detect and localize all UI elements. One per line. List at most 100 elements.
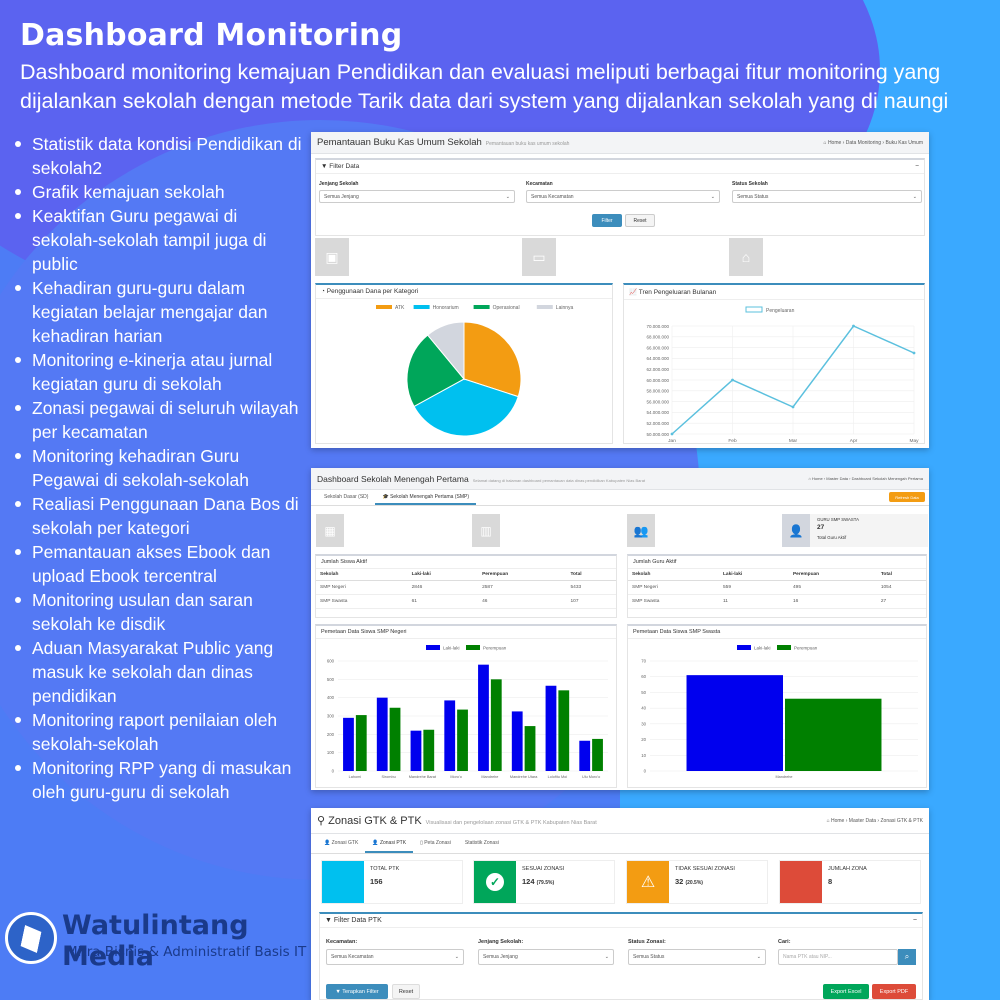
legend-swatch [376,305,392,309]
legend-label: Laki-laki [443,646,460,651]
kecamatan-select[interactable]: Semua Kecamatan ⌄ [526,190,720,203]
x-tick-label: Mar [789,438,798,444]
filter-status: Status Sekolah Semua Status ⌄ [732,181,922,203]
feature-item: Monitoring RPP yang di masukan oleh guru… [12,756,302,804]
check-icon: ✓ [486,873,504,891]
chart-title: Pemetaan Data Siswa SMP Swasta [628,626,926,639]
y-tick-label: 66.000.000 [646,345,669,350]
table-cell: 559 [719,580,789,595]
filter-kecamatan: Kecamatan: Semua Kecamatan ⌄ [326,939,464,965]
kecamatan-select[interactable]: Semua Kecamatan ⌄ [326,949,464,965]
jenjang-select[interactable]: Semua Jenjang ⌄ [319,190,515,203]
stat-card-sesuai-zonasi: ✓ SESUAI ZONASI 124 (79.5%) [473,860,615,904]
bar-chart-swasta: Laki-laki Perempuan 0 10 20 30 40 50 60 70 Mandreh… [641,645,918,779]
filter-icon: ▼ [335,988,341,995]
tab-statistik-zonasi[interactable]: Statistik Zonasi [464,840,499,846]
feature-item: Statistik data kondisi Pendidikan di sek… [12,132,302,180]
y-tick-label: 52.000.000 [646,421,669,426]
breadcrumb-master-data[interactable]: Master Data [848,817,877,824]
y-tick-label: 64.000.000 [646,356,669,361]
breadcrumb-master-data[interactable]: Master Data [826,476,849,481]
breadcrumb-home[interactable]: Home [831,817,845,824]
money-icon: ▣ [315,238,349,276]
export-pdf-button[interactable]: Export PDF [872,984,916,999]
y-tick-label: 60.000.000 [646,378,669,383]
bar [785,698,882,771]
pie-slice [463,321,522,398]
collapse-icon[interactable]: − [912,917,917,924]
page-subtitle: Selamat datang di halaman dashboard pema… [472,477,646,483]
table-cell: SMP Swasta [628,594,719,609]
breadcrumb-home[interactable]: Home [812,476,823,481]
table-title: Jumlah Siswa Aktif [316,556,616,569]
data-point [731,378,734,382]
tab-label: Sekolah Menengah Pertama (SMP) [390,494,470,500]
x-tick-label: Mandrehe Barat [409,775,437,779]
chevron-down-icon: ⌄ [912,193,917,200]
filter-jenjang: Jenjang Sekolah Semua Jenjang ⌄ [319,181,515,203]
breadcrumb-current: Buku Kas Umum [885,139,923,146]
filter-button[interactable]: Filter [592,214,622,227]
legend-label: Perempuan [794,646,818,651]
feature-item: Monitoring kehadiran Guru Pegawai di sek… [12,444,302,492]
jenjang-select[interactable]: Semua Jenjang ⌄ [478,949,614,965]
stat-label: TOTAL PENGELUARAN GABUNGAN [564,242,646,247]
feature-item: Aduan Masyarakat Public yang masuk ke se… [12,636,302,708]
breadcrumb-home[interactable]: Home [827,139,842,146]
export-excel-button[interactable]: Export Excel [823,984,869,999]
tab-zonasi-gtk[interactable]: 👤 Zonasi GTK [317,836,365,853]
status-select[interactable]: Semua Status ⌄ [628,949,766,965]
bank-icon: ⌂ [729,238,763,276]
guru-table: Sekolah Laki-laki Perempuan Total SMP Ne… [628,569,926,609]
feature-item: Keaktifan Guru pegawai di sekolah-sekola… [12,204,302,276]
filter-icon: ▼ [321,163,328,170]
x-tick-label: Feb [728,438,737,444]
stat-card-saldo: ⌂ SALDO GABUNGAN SAAT INI Rp 100.000.000 [729,238,925,276]
table-cell: 11 [719,594,789,609]
status-select[interactable]: Semua Status ⌄ [732,190,922,203]
button-label: Terapkan Filter [342,988,379,995]
table-header-row: Sekolah Laki-laki Perempuan Total [628,569,926,581]
tab-zonasi-ptk[interactable]: 👤 Zonasi PTK [365,836,414,853]
refresh-data-button[interactable]: Refresh Data [889,492,925,502]
line-chart: Pengeluaran 50.000.000 52.000.000 54.000.00… [646,306,919,444]
table-cell: SMP Negeri [628,580,719,595]
tab-peta-zonasi[interactable]: ▯ Peta Zonasi [413,836,458,853]
select-value: Semua Status [737,193,769,200]
bar-chart-negeri: Laki-laki Perempuan 0 100 200 300 400 500 600 Lah… [327,645,608,779]
breadcrumb-data-monitoring[interactable]: Data Monitoring [845,139,882,146]
breadcrumb: ⌂ Home › Data Monitoring › Buku Kas Umum [823,139,923,146]
reset-button[interactable]: Reset [625,214,655,227]
tab-sd[interactable]: Sekolah Dasar (SD) [324,494,369,500]
column-header: Laki-laki [407,569,479,581]
apply-filter-button[interactable]: ▼ Terapkan Filter [326,984,388,999]
stat-card-tidak-sesuai: ⚠ TIDAK SESUAI ZONASI 32 (20.5%) [626,860,768,904]
column-header: Perempuan [788,569,877,581]
reset-button[interactable]: Reset [392,984,420,999]
stat-label: GURU SMP NEGERI [662,517,703,522]
table-cell: 1054 [876,580,926,595]
stat-icon-box: ✓ [474,861,516,903]
legend-label: Lainnya [556,305,574,311]
filter-label: Kecamatan: [326,939,358,945]
legend-label: ATK [395,305,405,311]
table-header-row: Sekolah Laki-laki Perempuan Total [316,569,616,581]
page-header: Dashboard Sekolah Menengah Pertama Selama… [311,468,929,490]
search-input[interactable]: Nama PTK atau NIP... [778,949,898,965]
table-cell: SMP Swasta [316,594,408,609]
stat-value: 38 [351,524,359,531]
legend-label: Perempuan [483,646,507,651]
y-tick-label: 10 [641,753,646,758]
search-button[interactable]: ⌕ [898,949,916,965]
tab-smp[interactable]: 🎓 Sekolah Menengah Pertama (SMP) [375,490,477,505]
filter-label: Jenjang Sekolah [319,181,359,187]
search-placeholder: Nama PTK atau NIP... [783,954,832,960]
stat-card-guru-negeri: 👥 GURU SMP NEGERI 1054 Total Guru Aktif [627,514,773,547]
x-tick-label: Mandrehe [481,775,498,779]
collapse-icon[interactable]: − [915,163,919,170]
select-value: Semua Kecamatan [331,954,374,960]
chevron-down-icon: ⌄ [756,954,761,960]
filter-box-title: Filter Data PTK [333,917,382,924]
guru-table-box: Jumlah Guru Aktif Sekolah Laki-laki Pere… [627,554,927,618]
